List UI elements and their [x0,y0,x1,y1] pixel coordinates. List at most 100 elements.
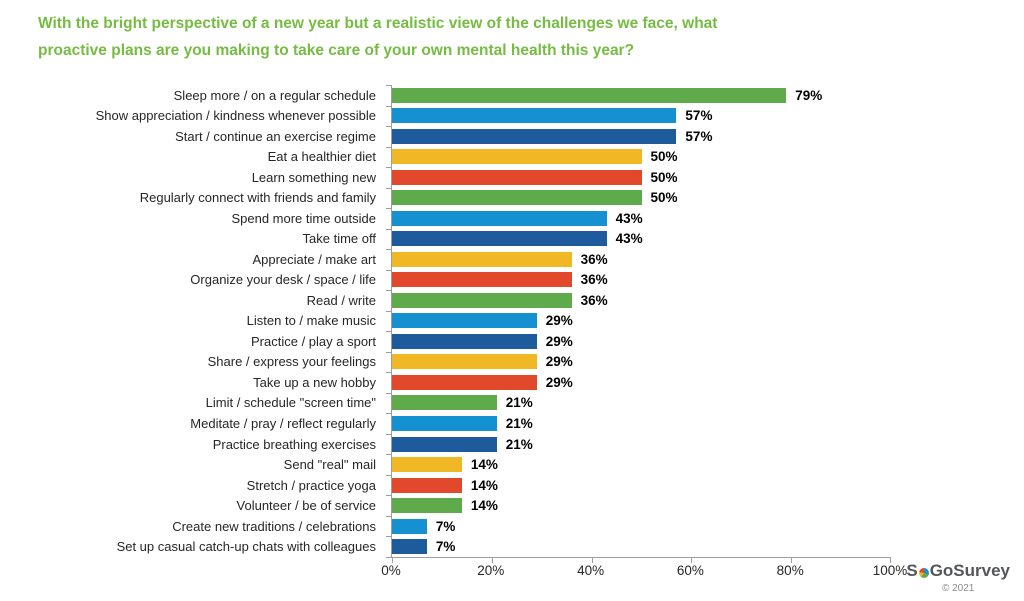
bar [392,313,537,329]
category-label: Take up a new hobby [253,374,376,390]
category-label: Eat a healthier diet [267,149,376,165]
category-label: Appreciate / make art [252,251,376,267]
category-axis-labels: Sleep more / on a regular schedule Show a… [0,85,384,557]
bar [392,354,537,370]
value-label: 21% [505,416,533,431]
bar-row: 79% [392,85,891,106]
bar [392,149,642,165]
value-label: 29% [545,313,573,329]
bar-row: 7% [392,536,891,557]
bar-row: 14% [392,475,891,496]
chart-title-line2: proactive plans are you making to take c… [38,42,635,59]
value-label: 21% [505,395,533,411]
category-label: Practice / play a sport [251,333,376,349]
chart-plot-area: 79% 57% 57% 50% 50% 50% 43% 43% 36% 36% 36% 29% 29% 2… [386,85,891,563]
value-label: 43% [615,210,643,226]
bar-row: 14% [392,454,891,475]
category-label: Regularly connect with friends and famil… [139,190,376,206]
value-label: 29% [545,333,573,349]
value-label: 79% [795,87,823,103]
value-label: 7% [435,539,456,555]
value-label: 36% [580,251,608,267]
x-axis-tick-labels: 0% 20% 40% 60% 80% 100% [381,563,907,581]
bar [392,292,572,308]
chart-title-line1: With the bright perspective of a new yea… [38,15,718,32]
bar-row: 50% [392,167,891,188]
logo-suffix: GoSurvey [929,561,1010,580]
bar-row: 29% [392,352,891,373]
sogosurvey-logo-text: S GoSurvey [906,561,1010,581]
category-label: Volunteer / be of service [236,498,376,514]
category-label: Show appreciation / kindness whenever po… [95,108,376,124]
category-label: Share / express your feelings [207,354,376,370]
value-label: 14% [470,498,498,514]
bar [392,108,677,124]
bar [392,518,427,534]
category-label: Create new traditions / celebrations [172,518,376,534]
bar [392,416,497,431]
copyright-text: © 2021 [941,583,975,594]
value-label: 50% [650,149,678,165]
bar [392,190,642,206]
category-label: Take time off [302,231,376,247]
category-label: Read / write [306,292,376,308]
value-label: 43% [615,231,643,247]
bar [392,251,572,267]
bar [392,374,537,390]
bar-row: 14% [392,495,891,516]
sogosurvey-logo: S GoSurvey © 2021 [906,561,1010,594]
value-label: 21% [505,436,533,452]
bar [392,169,642,185]
bar [392,498,462,514]
bar-row: 50% [392,147,891,168]
x-axis-tick-label: 80% [776,563,804,578]
value-label: 36% [580,272,608,288]
x-axis-tick-label: 20% [477,563,505,578]
bar-row: 43% [392,208,891,229]
x-axis-tick-label: 40% [577,563,605,578]
bar-row: 57% [392,126,891,147]
bar-row: 29% [392,311,891,332]
value-label: 36% [580,292,608,308]
category-label: Set up casual catch-up chats with collea… [116,539,376,555]
category-label: Learn something new [251,169,376,185]
bar [392,477,462,493]
value-label: 14% [470,477,498,493]
bar [392,457,462,473]
value-label: 57% [685,108,713,124]
value-label: 50% [650,169,678,185]
category-label: Meditate / pray / reflect regularly [190,416,376,431]
bar-row: 29% [392,372,891,393]
bar [392,87,787,103]
category-label: Stretch / practice yoga [246,477,376,493]
value-label: 14% [470,457,498,473]
bar-row: 43% [392,229,891,250]
bar [392,128,677,144]
value-label: 57% [685,128,713,144]
bar-row: 21% [392,393,891,414]
bar [392,272,572,288]
bar [392,210,607,226]
bar [392,539,427,555]
bar-row: 7% [392,516,891,537]
x-axis-tick-label: 0% [381,563,401,578]
bar-row: 36% [392,270,891,291]
category-label: Spend more time outside [231,210,376,226]
x-axis-tick-label: 60% [676,563,704,578]
bar-series: 79% 57% 57% 50% 50% 50% 43% 43% 36% 36% 36% 29% 29% 2… [392,85,891,557]
bar-row: 29% [392,331,891,352]
logo-dot-icon [918,567,929,578]
chart-title: With the bright perspective of a new yea… [38,10,958,64]
bar-row: 21% [392,413,891,434]
bar-row: 36% [392,249,891,270]
bar-row: 50% [392,188,891,209]
bar [392,436,497,452]
x-axis-tick-label: 100% [872,563,908,578]
category-label: Listen to / make music [246,313,376,329]
logo-prefix: S [906,561,918,580]
category-label: Send "real" mail [283,457,376,473]
bar-row: 57% [392,106,891,127]
value-label: 50% [650,190,678,206]
category-label: Sleep more / on a regular schedule [173,87,376,103]
